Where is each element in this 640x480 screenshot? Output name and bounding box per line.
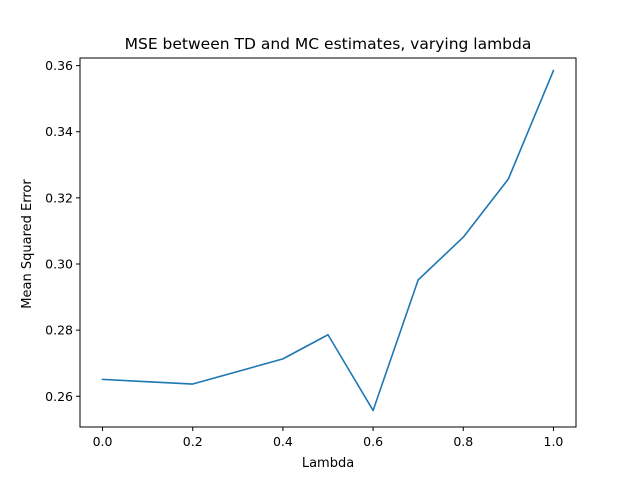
- series-line-1: [101, 69, 555, 412]
- y-tick-label: 0.36: [45, 58, 73, 73]
- y-tick-label: 0.34: [45, 124, 73, 139]
- x-axis-label: Lambda: [302, 456, 354, 471]
- plot-area: 0.0 0.2 0.4 0.6 0.8 1.0 0.26 0.28 0.30 0.32 0.34 0.…: [45, 57, 577, 449]
- x-tick-label: 0.2: [183, 434, 203, 449]
- y-tick-label: 0.28: [45, 323, 73, 338]
- x-tick-label: 0.0: [93, 434, 113, 449]
- x-tick-label: 0.4: [273, 434, 293, 449]
- x-tick-label: 1.0: [544, 434, 564, 449]
- x-tick-label: 0.6: [363, 434, 383, 449]
- y-tick-label: 0.32: [45, 190, 73, 205]
- y-tick-label: 0.26: [45, 389, 73, 404]
- y-axis-label: Mean Squared Error: [20, 179, 35, 309]
- chart-title: MSE between TD and MC estimates, varying…: [125, 35, 532, 53]
- x-tick-label: 0.8: [453, 434, 473, 449]
- plot-frame: [79, 57, 577, 428]
- y-tick-label: 0.30: [45, 256, 73, 271]
